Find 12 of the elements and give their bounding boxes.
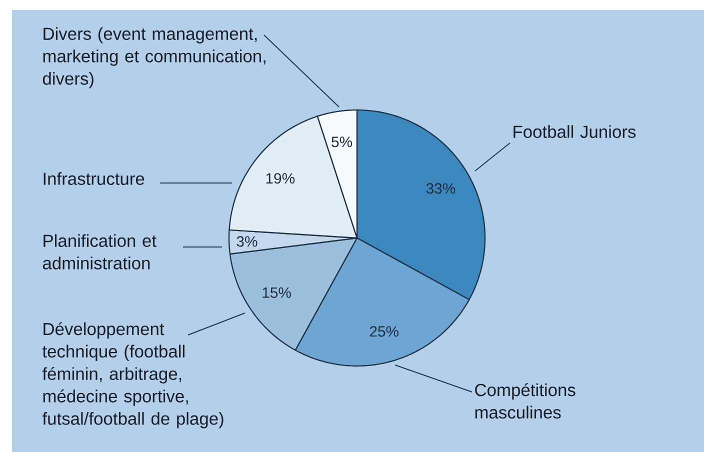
slice-label: Développement technique (football féminin, arbitrage, médecine sportive, futsal/football de plage) [42, 322, 224, 428]
data-label: 19% [266, 173, 295, 184]
data-label: 15% [262, 287, 291, 298]
data-label: 3% [236, 236, 258, 247]
legend-label: Planification et administration [42, 234, 156, 270]
data-label: 5% [332, 136, 352, 148]
data-label: 25% [370, 326, 399, 337]
slice-label: Compétitions masculines [475, 383, 576, 419]
slice-label: Infrastructure [44, 172, 144, 185]
slice-label: Football Juniors [514, 125, 636, 138]
data-label: 33% [426, 183, 456, 194]
slice-label: Divers (event management, marketing et communication, divers) [42, 27, 266, 88]
